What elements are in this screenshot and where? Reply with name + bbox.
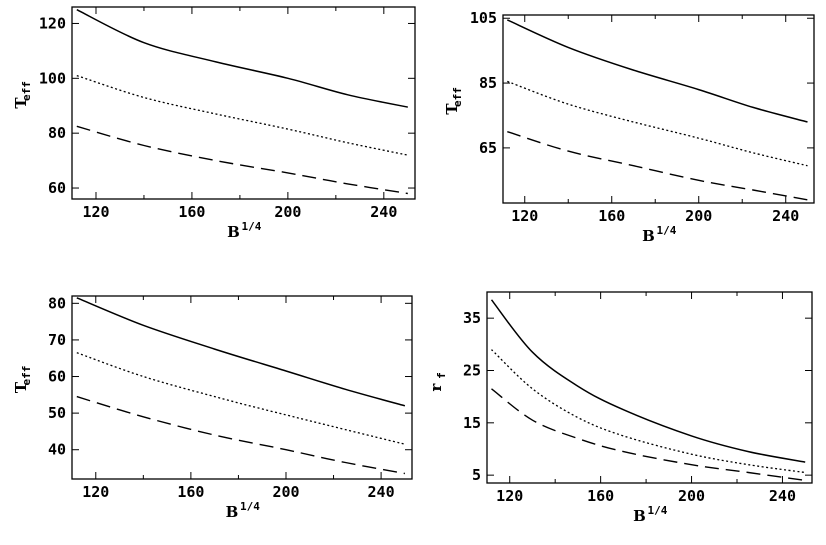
y-axis-label-subscript: eff [451, 87, 464, 107]
x-tick-label: 200 [685, 207, 712, 225]
x-axis-label: B [642, 227, 655, 245]
x-tick-label: 200 [678, 487, 705, 505]
y-tick-label: 80 [48, 124, 66, 142]
x-tick-label: 160 [177, 483, 204, 501]
y-tick-label: 65 [479, 139, 497, 157]
x-tick-label: 240 [772, 207, 799, 225]
y-tick-label: 60 [48, 368, 66, 386]
x-tick-label: 120 [511, 207, 538, 225]
series-line-dashed [76, 395, 406, 475]
x-tick-label: 200 [272, 483, 299, 501]
x-axis-label: B [227, 223, 240, 241]
x-tick-label: 200 [274, 203, 301, 221]
series-line-dotted [76, 352, 406, 445]
series-line-dashed [76, 125, 408, 195]
series-line-solid [76, 297, 406, 407]
x-axis-label-superscript: 1/4 [242, 220, 262, 233]
y-tick-label: 80 [48, 294, 66, 312]
y-axis-label: T [443, 103, 461, 115]
x-axis-label: B [226, 503, 239, 521]
y-tick-label: 70 [48, 331, 66, 349]
x-tick-label: 240 [368, 483, 395, 501]
y-tick-label: 50 [48, 404, 66, 422]
x-tick-label: 120 [82, 483, 109, 501]
y-tick-label: 105 [470, 9, 497, 27]
x-axis-label-superscript: 1/4 [657, 224, 677, 237]
y-tick-label: 15 [463, 414, 481, 432]
y-axis-label: T [12, 97, 30, 109]
series-line-dotted [76, 74, 408, 156]
series-line-solid [76, 9, 408, 108]
x-tick-label: 160 [178, 203, 205, 221]
x-axis-label-superscript: 1/4 [240, 500, 260, 513]
y-tick-label: 25 [463, 361, 481, 379]
x-axis-label: B [633, 507, 646, 525]
y-axis-label: r [427, 382, 445, 391]
x-tick-label: 160 [587, 487, 614, 505]
y-axis-label-subscript: f [435, 372, 448, 379]
y-tick-label: 60 [48, 179, 66, 197]
y-tick-label: 120 [39, 14, 66, 32]
plot-frame [71, 6, 416, 200]
series-line-dashed [491, 388, 806, 482]
plot-frame [486, 291, 813, 484]
series-line-solid [506, 19, 808, 123]
y-axis-label-subscript: eff [20, 366, 33, 386]
x-tick-label: 120 [496, 487, 523, 505]
x-tick-label: 240 [769, 487, 796, 505]
y-axis-label-subscript: eff [20, 81, 33, 101]
series-line-dashed [507, 131, 808, 201]
series-line-dotted [491, 349, 806, 474]
x-tick-label: 240 [370, 203, 397, 221]
y-tick-label: 5 [472, 466, 481, 484]
y-tick-label: 40 [48, 441, 66, 459]
series-line-dotted [507, 80, 808, 167]
y-axis-label: T [12, 381, 30, 393]
y-tick-label: 85 [479, 74, 497, 92]
plot-frame [71, 295, 413, 480]
x-axis-label-superscript: 1/4 [648, 504, 668, 517]
x-tick-label: 160 [598, 207, 625, 225]
series-line-solid [490, 299, 806, 463]
y-tick-label: 100 [39, 69, 66, 87]
plot-frame [502, 14, 815, 204]
y-tick-label: 35 [463, 309, 481, 327]
chart-panel-4: 120 160 200 240 5 15 25 35 B 1/4 rf [427, 291, 813, 525]
x-tick-label: 120 [82, 203, 109, 221]
